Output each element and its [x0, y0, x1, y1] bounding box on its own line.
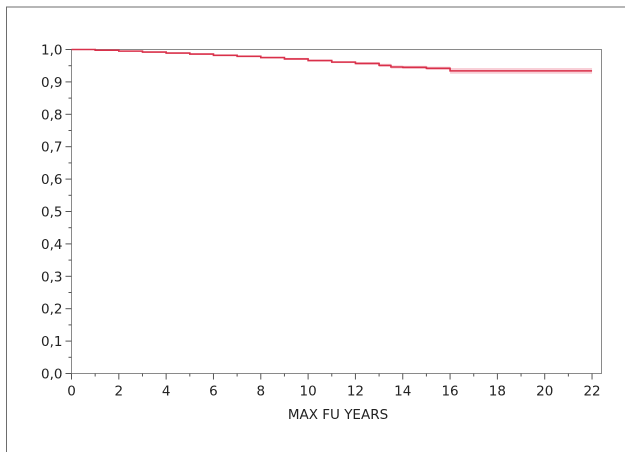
x-tick-label: 10 [300, 384, 317, 400]
y-axis: 0,0 0,1 0,2 0,3 0,4 0,5 0,6 0,7 0,8 0,9 1,0 [41, 43, 72, 383]
y-tick-label: 0,7 [41, 140, 62, 156]
y-tick-label: 1,0 [41, 43, 62, 59]
x-axis: 0 2 4 6 8 10 12 14 16 18 20 22 [67, 373, 601, 400]
y-tick-label: 0,1 [41, 334, 62, 350]
x-tick-label: 14 [394, 384, 411, 400]
x-axis-title: MAX FU YEARS [288, 407, 388, 423]
x-tick-label: 8 [256, 384, 265, 400]
y-tick-label: 0,3 [41, 269, 62, 285]
x-tick-label: 22 [583, 384, 600, 400]
y-tick-label: 0,0 [41, 367, 62, 383]
y-tick-label: 0,6 [41, 172, 62, 188]
y-tick-label: 0,5 [41, 205, 62, 221]
x-tick-label: 2 [115, 384, 124, 400]
x-tick-label: 20 [536, 384, 553, 400]
x-tick-label: 12 [347, 384, 364, 400]
x-tick-label: 6 [209, 384, 218, 400]
y-tick-label: 0,8 [41, 107, 62, 123]
x-tick-label: 0 [67, 384, 76, 400]
x-tick-label: 16 [441, 384, 458, 400]
x-tick-label: 4 [162, 384, 171, 400]
series-line [71, 48, 593, 72]
x-tick-label: 18 [489, 384, 506, 400]
series-line-layer [71, 48, 593, 72]
y-tick-label: 0,4 [41, 237, 62, 253]
y-tick-label: 0,2 [41, 302, 62, 318]
plot-area [71, 49, 602, 374]
y-tick-label: 0,9 [41, 75, 62, 91]
